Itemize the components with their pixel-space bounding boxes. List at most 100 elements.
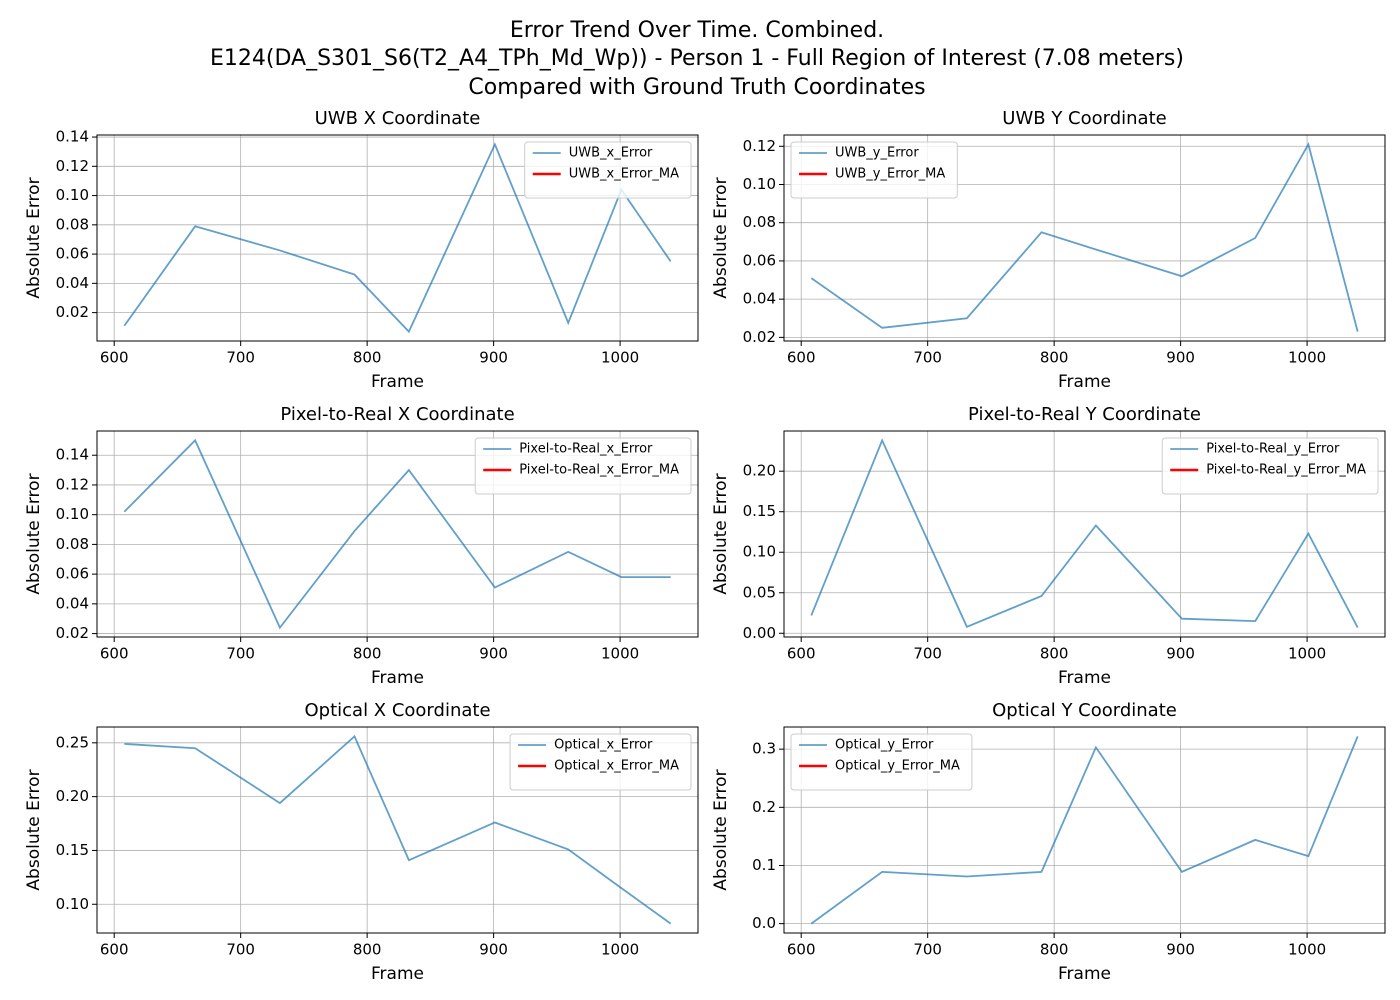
- legend-label: Optical_y_Error: [835, 738, 934, 753]
- series-line: [124, 734, 672, 925]
- x-tick-label: 700: [913, 941, 942, 959]
- y-tick-label: 0.10: [56, 895, 89, 913]
- x-tick-label: 900: [479, 645, 508, 663]
- y-tick-label: 0.10: [743, 175, 776, 193]
- legend: Optical_y_Error Optical_y_Error_MA: [790, 733, 973, 791]
- y-tick-label: 0.06: [56, 565, 89, 583]
- subplot: UWB X Coordinate 600 700 800 900 1000 0.02 0.04…: [24, 108, 699, 392]
- subplot: Pixel-to-Real X Coordinate 600 700 800 900 10…: [24, 404, 699, 688]
- x-tick-label: 1000: [1288, 349, 1326, 367]
- legend-box: [474, 437, 692, 495]
- x-tick-label: 1000: [601, 349, 639, 367]
- x-tick-label: 600: [100, 645, 129, 663]
- x-axis-label: Frame: [1058, 964, 1111, 984]
- y-tick-label: 0.10: [743, 543, 776, 561]
- legend-box: [509, 733, 692, 791]
- legend: UWB_y_Error UWB_y_Error_MA: [790, 141, 958, 199]
- y-tick-label: 0.06: [743, 251, 776, 269]
- y-tick-label: 0.14: [56, 128, 89, 146]
- legend: Pixel-to-Real_y_Error Pixel-to-Real_y_Err…: [1161, 437, 1379, 495]
- x-tick-label: 1000: [1288, 645, 1326, 663]
- y-tick-label: 0.04: [56, 274, 89, 292]
- legend-label: UWB_y_Error: [835, 146, 919, 161]
- legend-box: [524, 141, 692, 199]
- y-tick-label: 0.15: [743, 502, 776, 520]
- y-tick-label: 0.05: [743, 583, 776, 601]
- y-tick-label: 0.08: [56, 535, 89, 553]
- legend-label: Pixel-to-Real_x_Error_MA: [519, 463, 679, 478]
- legend-box: [790, 141, 958, 199]
- x-tick-label: 700: [226, 349, 255, 367]
- legend-box: [1161, 437, 1379, 495]
- y-tick-label: 0.12: [56, 475, 89, 493]
- series-line: [810, 141, 1359, 332]
- y-tick-label: 0.1: [752, 856, 776, 874]
- x-tick-label: 600: [100, 349, 129, 367]
- legend: Pixel-to-Real_x_Error Pixel-to-Real_x_Err…: [474, 437, 692, 495]
- subplot-title: Optical X Coordinate: [304, 700, 490, 721]
- y-axis-label: Absolute Error: [24, 769, 44, 890]
- series-line: [810, 736, 1359, 925]
- subplot: UWB Y Coordinate 600 700 800 900 1000 0.02 0.04…: [711, 108, 1386, 392]
- x-axis-label: Frame: [1058, 668, 1111, 688]
- y-tick-label: 0.02: [56, 303, 89, 321]
- x-tick-label: 800: [353, 941, 382, 959]
- x-tick-label: 700: [913, 349, 942, 367]
- legend-label: Pixel-to-Real_y_Error: [1206, 442, 1340, 457]
- axes-frame: [96, 726, 699, 934]
- y-tick-label: 0.2: [752, 798, 776, 816]
- y-tick-label: 0.02: [56, 624, 89, 642]
- x-tick-label: 1000: [601, 941, 639, 959]
- y-tick-label: 0.25: [56, 733, 89, 751]
- series-line: [123, 438, 671, 630]
- y-tick-label: 0.02: [743, 328, 776, 346]
- x-tick-label: 800: [353, 645, 382, 663]
- x-tick-label: 700: [226, 941, 255, 959]
- subplot-title: UWB X Coordinate: [315, 108, 481, 129]
- y-tick-label: 0.12: [56, 157, 89, 175]
- x-axis-label: Frame: [371, 964, 424, 984]
- x-tick-label: 1000: [601, 645, 639, 663]
- x-tick-label: 900: [479, 941, 508, 959]
- subplot: Pixel-to-Real Y Coordinate 600 700 800 900 10…: [711, 404, 1386, 688]
- y-axis-label: Absolute Error: [711, 769, 731, 890]
- x-axis-label: Frame: [1058, 372, 1111, 392]
- x-axis-label: Frame: [371, 668, 424, 688]
- x-tick-label: 700: [913, 645, 942, 663]
- x-tick-label: 800: [1040, 645, 1069, 663]
- series-line: [810, 438, 1359, 629]
- legend: Optical_x_Error Optical_x_Error_MA: [509, 733, 692, 791]
- y-axis-label: Absolute Error: [24, 473, 44, 594]
- axes-frame: [96, 134, 699, 342]
- subplot-title: Pixel-to-Real Y Coordinate: [968, 404, 1201, 425]
- series-line: [123, 142, 672, 334]
- legend-label: UWB_x_Error: [569, 146, 653, 161]
- legend: UWB_x_Error UWB_x_Error_MA: [524, 141, 692, 199]
- legend-label: UWB_y_Error_MA: [835, 167, 945, 182]
- figure-title: Compared with Ground Truth Coordinates: [468, 75, 925, 100]
- x-tick-label: 600: [100, 941, 129, 959]
- x-tick-label: 900: [1166, 349, 1195, 367]
- x-tick-label: 900: [1166, 645, 1195, 663]
- subplot-title: Optical Y Coordinate: [992, 700, 1177, 721]
- y-axis-label: Absolute Error: [711, 177, 731, 298]
- y-tick-label: 0.10: [56, 186, 89, 204]
- x-tick-label: 1000: [1288, 941, 1326, 959]
- axes-frame: [783, 726, 1386, 934]
- legend-label: Pixel-to-Real_x_Error: [519, 442, 653, 457]
- x-tick-label: 800: [1040, 941, 1069, 959]
- y-tick-label: 0.20: [56, 787, 89, 805]
- y-tick-label: 0.00: [743, 624, 776, 642]
- y-tick-label: 0.04: [56, 594, 89, 612]
- subplot: Optical X Coordinate 600 700 800 900 1000 0.10…: [24, 700, 699, 984]
- legend-box: [790, 733, 973, 791]
- legend-label: Pixel-to-Real_y_Error_MA: [1206, 463, 1366, 478]
- legend-label: UWB_x_Error_MA: [569, 167, 679, 182]
- y-tick-label: 0.10: [56, 505, 89, 523]
- subplot-title: Pixel-to-Real X Coordinate: [280, 404, 514, 425]
- x-tick-label: 600: [787, 349, 816, 367]
- y-tick-label: 0.12: [743, 137, 776, 155]
- legend-label: Optical_x_Error: [554, 738, 653, 753]
